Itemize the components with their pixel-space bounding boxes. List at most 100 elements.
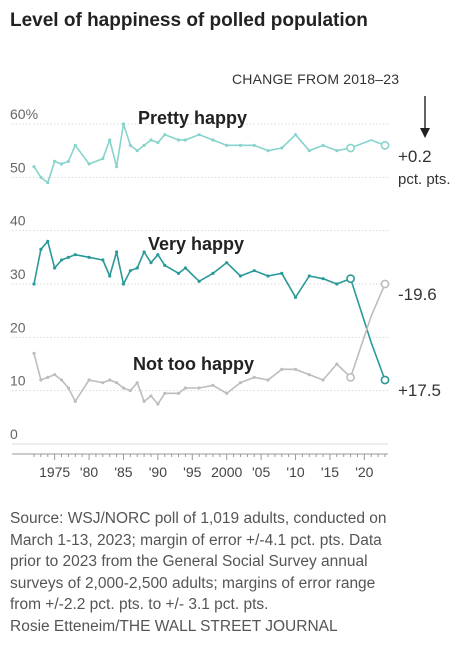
- data-point: [280, 146, 284, 150]
- data-point: [39, 175, 43, 179]
- data-point: [73, 253, 77, 257]
- data-point: [183, 386, 188, 390]
- data-point: [128, 143, 132, 147]
- change-header: CHANGE FROM 2018–23: [232, 71, 400, 87]
- data-point: [321, 143, 325, 147]
- data-point: [225, 261, 229, 265]
- data-point: [108, 274, 112, 278]
- y-tick-label: 10: [10, 373, 26, 389]
- data-point: [176, 391, 181, 395]
- series-group: [32, 122, 390, 406]
- footer-line: from +/-2.2 pct. pts. to +/- 3.1 pct. pt…: [10, 596, 269, 613]
- data-point: [280, 271, 284, 275]
- y-tick-label: 20: [10, 319, 26, 335]
- data-point: [225, 143, 229, 147]
- data-point-hollow: [346, 274, 355, 284]
- x-tick-label: '15: [321, 464, 339, 480]
- data-point: [114, 381, 119, 385]
- data-point-hollow: [380, 279, 390, 289]
- chart-title: Level of happiness of polled population: [10, 10, 368, 31]
- series-label: Pretty happy: [138, 108, 247, 128]
- series-line: [33, 353, 352, 405]
- data-point: [307, 373, 311, 377]
- data-point: [293, 295, 298, 299]
- data-point: [66, 159, 71, 163]
- data-point-hollow: [346, 143, 355, 153]
- data-point-hollow: [380, 140, 390, 150]
- data-point: [66, 255, 71, 259]
- footer-line: March 1-13, 2023; margin of error +/-4.1…: [10, 531, 382, 549]
- source-footer: Source: WSJ/NORC poll of 1,019 adults, c…: [10, 508, 458, 637]
- y-tick-label: 0: [10, 426, 18, 442]
- data-point: [53, 266, 57, 270]
- data-point: [66, 386, 71, 390]
- data-point: [53, 373, 57, 377]
- footer-line: prior to 2023 from the General Social Su…: [10, 553, 368, 570]
- data-point: [142, 399, 146, 403]
- data-point: [32, 351, 36, 355]
- data-point: [266, 274, 270, 278]
- data-point: [307, 149, 311, 153]
- data-point: [142, 250, 146, 254]
- change-value: -19.6: [398, 285, 437, 304]
- series-line-recent: [350, 139, 386, 149]
- x-tick-label: '05: [252, 464, 270, 480]
- data-point: [114, 250, 119, 254]
- data-point: [87, 162, 91, 166]
- data-point: [39, 378, 43, 382]
- series-label: Very happy: [148, 234, 244, 254]
- data-point: [321, 277, 325, 281]
- data-point: [335, 149, 339, 153]
- data-point: [46, 239, 50, 243]
- data-point: [114, 165, 119, 169]
- y-tick-label: 60%: [10, 106, 38, 122]
- y-tick-label: 30: [10, 266, 26, 282]
- data-point: [211, 271, 215, 275]
- change-unit: pct. pts.: [398, 171, 451, 188]
- series-very-happy: [32, 239, 390, 385]
- data-point: [46, 375, 50, 379]
- change-annotations: +0.2 pct. pts. -19.6 +17.5: [398, 96, 451, 400]
- data-point: [121, 282, 126, 286]
- data-point: [108, 378, 112, 382]
- data-point: [101, 381, 105, 385]
- data-point: [59, 378, 64, 382]
- x-tick-label: '80: [80, 464, 98, 480]
- x-tick-label: 1975: [39, 464, 70, 480]
- change-value: +0.2: [398, 147, 432, 166]
- x-axis: 1975 '80 '85 '90 '95 2000 '05 '10 '15 '20: [12, 453, 388, 480]
- data-point: [211, 383, 215, 387]
- data-point-hollow: [346, 372, 355, 382]
- data-point: [176, 271, 181, 275]
- x-tick-label: '10: [286, 464, 304, 480]
- x-tick-label: '95: [183, 464, 201, 480]
- data-point: [252, 269, 256, 273]
- data-point: [307, 274, 311, 278]
- line-chart: 0 10 20 30 40 50 60% 1975 '80 '85 '90 '95 2000 '05 '1…: [10, 96, 451, 480]
- x-tick-label: '20: [355, 464, 373, 480]
- data-point: [183, 266, 188, 270]
- y-axis-ticks: 0 10 20 30 40 50 60%: [10, 106, 38, 442]
- series-pretty-happy: [32, 122, 390, 185]
- data-point: [59, 162, 64, 166]
- x-tick-label: '85: [114, 464, 132, 480]
- data-point: [183, 138, 188, 142]
- data-point: [156, 253, 160, 257]
- data-point: [149, 394, 153, 398]
- y-tick-label: 50: [10, 159, 26, 175]
- data-point: [163, 133, 167, 137]
- data-point: [87, 378, 91, 382]
- series-labels: Pretty happy Very happy Not too happy: [133, 108, 254, 374]
- data-point: [128, 269, 132, 273]
- data-point: [135, 381, 139, 385]
- series-line: [33, 123, 351, 184]
- data-point: [32, 282, 36, 286]
- y-tick-label: 40: [10, 213, 26, 229]
- data-point: [135, 266, 139, 270]
- data-point: [238, 143, 243, 147]
- data-point: [211, 138, 215, 142]
- data-point: [197, 279, 201, 283]
- data-point: [108, 138, 112, 142]
- change-value: +17.5: [398, 381, 441, 400]
- data-point: [252, 143, 256, 147]
